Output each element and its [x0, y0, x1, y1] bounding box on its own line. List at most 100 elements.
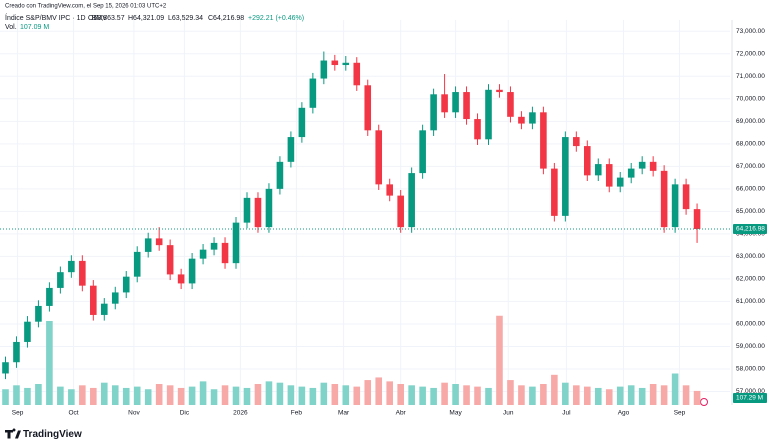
volume-bar: [122, 387, 130, 405]
volume-bar: [671, 373, 679, 405]
candle-body: [584, 146, 591, 176]
candle-body: [320, 60, 328, 79]
volume-bar: [13, 385, 20, 405]
candle-body: [210, 242, 218, 250]
x-tick-label: Sep: [12, 410, 24, 417]
y-tick-label: 66,000.00: [736, 186, 765, 193]
volume-bar: [397, 384, 404, 405]
volume-bar: [507, 380, 514, 405]
symbol: Índice S&P/BMV IPC · 1D · BMV: [5, 13, 107, 22]
candle-body: [177, 274, 185, 284]
y-tick-label: 73,000.00: [736, 28, 765, 35]
ohlc-change: +292.21 (+0.46%): [248, 15, 304, 22]
candle-body: [551, 168, 558, 216]
candle-body: [144, 238, 152, 252]
y-tick-label: 68,000.00: [736, 141, 765, 148]
candle-body: [309, 78, 317, 108]
volume-bar: [649, 384, 657, 405]
volume-bar: [155, 384, 163, 405]
y-tick-label: 62,000.00: [736, 276, 765, 283]
candle-body: [518, 116, 525, 124]
candle-body: [441, 94, 448, 113]
candle-body: [562, 137, 569, 216]
candle-body: [166, 245, 174, 275]
y-tick-label: 64,000.00: [736, 231, 765, 238]
candle-body: [616, 177, 624, 187]
candle-body: [496, 89, 503, 93]
volume-bar: [210, 389, 218, 405]
x-tick-label: Mar: [338, 410, 350, 417]
candle-body: [111, 292, 119, 304]
volume-bar: [529, 386, 536, 405]
x-tick-label: Jun: [503, 410, 514, 417]
volume-bar: [177, 387, 185, 405]
volume-bar: [188, 386, 196, 405]
candle-body: [474, 119, 481, 140]
candle-body: [452, 92, 459, 113]
candle-body: [13, 341, 20, 363]
ohlc-close: C64,216.98: [208, 15, 244, 22]
y-tick-label: 58,000.00: [736, 366, 765, 373]
candle-body: [265, 188, 273, 228]
volume-bar: [342, 385, 350, 405]
volume-bar: [386, 381, 393, 405]
x-tick-label: Feb: [291, 410, 303, 417]
volume-bar: [133, 386, 141, 405]
volume-bar: [35, 384, 42, 405]
volume-bar: [254, 384, 262, 405]
volume-bar: [540, 384, 547, 405]
volume-bar: [111, 385, 119, 405]
volume-bar: [452, 384, 459, 405]
candle-body: [682, 184, 690, 210]
ohlc-open: O63,863.57: [88, 15, 125, 22]
y-tick-label: 61,000.00: [736, 298, 765, 305]
candle-body: [353, 62, 361, 86]
volume-bar: [287, 385, 295, 405]
volume-bar: [100, 382, 108, 405]
candle-body: [386, 184, 393, 196]
volume-bar: [90, 387, 97, 405]
candle-body: [693, 209, 701, 230]
candle-body: [331, 60, 339, 66]
candle-body: [199, 249, 207, 259]
candle-body: [430, 94, 437, 131]
candle-body: [627, 168, 635, 178]
candle-body: [155, 238, 163, 246]
volume-bar: [144, 389, 152, 405]
candle-body: [221, 242, 229, 264]
volume-bar: [496, 315, 503, 405]
last-volume-box: [733, 393, 767, 403]
candle-body: [529, 112, 536, 124]
volume-bar: [309, 387, 317, 405]
marker: [700, 398, 708, 406]
candle-body: [463, 92, 470, 120]
ohlc-low: L63,529.34: [168, 15, 203, 22]
ohlc-high: H64,321.09: [128, 15, 164, 22]
candle-body: [24, 321, 31, 342]
volume-bar: [430, 387, 437, 405]
volume-bar: [375, 377, 383, 405]
y-tick-label: 63,000.00: [736, 253, 765, 260]
volume-bar: [616, 386, 624, 405]
volume-bar: [166, 385, 174, 405]
y-tick-label: 65,000.00: [736, 208, 765, 215]
volume-bar: [276, 382, 284, 405]
candle-body: [57, 272, 64, 288]
volume-bar: [638, 387, 646, 405]
candle-body: [540, 112, 547, 169]
volume-bar: [518, 385, 525, 405]
volume-bar: [221, 385, 229, 405]
y-tick-label: 71,000.00: [736, 73, 765, 80]
candle-body: [408, 173, 415, 228]
volume-label: Vol.: [5, 24, 17, 31]
volume-bar: [584, 386, 591, 405]
volume-bar: [57, 386, 64, 405]
y-tick-label: 60,000.00: [736, 321, 765, 328]
candle-body: [507, 92, 514, 117]
volume-bar: [463, 385, 470, 405]
volume-bar: [419, 386, 426, 405]
volume-bar: [474, 386, 481, 405]
candle-body: [46, 287, 53, 306]
candle-body: [133, 251, 141, 277]
volume-bar: [562, 382, 569, 405]
